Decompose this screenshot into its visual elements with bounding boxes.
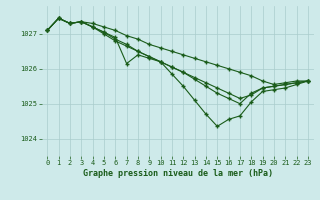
X-axis label: Graphe pression niveau de la mer (hPa): Graphe pression niveau de la mer (hPa) [83,169,273,178]
